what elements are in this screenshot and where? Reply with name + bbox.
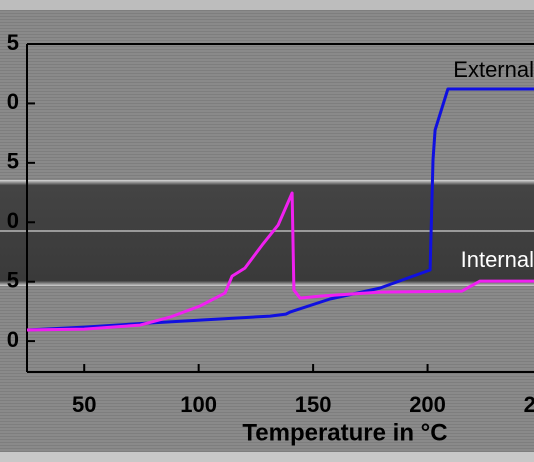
y-tick-label: 5 [7, 30, 19, 55]
y-tick-label: 0 [7, 208, 19, 233]
y-tick-label: 5 [7, 149, 19, 174]
x-tick-label: 50 [72, 392, 96, 417]
dark-band [0, 180, 534, 286]
y-tick-label: 0 [7, 89, 19, 114]
series-line [26, 191, 534, 332]
x-tick-label: 100 [180, 392, 217, 417]
plot-area: 05050550100150200250ExternalInternal [7, 30, 534, 417]
x-tick-label: 250 [524, 392, 534, 417]
x-tick-label: 150 [295, 392, 332, 417]
series-line [26, 87, 534, 332]
y-tick-label: 0 [7, 327, 19, 352]
x-tick-label: 200 [409, 392, 446, 417]
top-strip [0, 0, 534, 10]
series-label: External [453, 57, 534, 82]
bottom-strip [0, 452, 534, 462]
series-label: Internal [461, 247, 534, 272]
x-axis-label: Temperature in °C [242, 419, 447, 446]
y-tick-label: 5 [7, 267, 19, 292]
